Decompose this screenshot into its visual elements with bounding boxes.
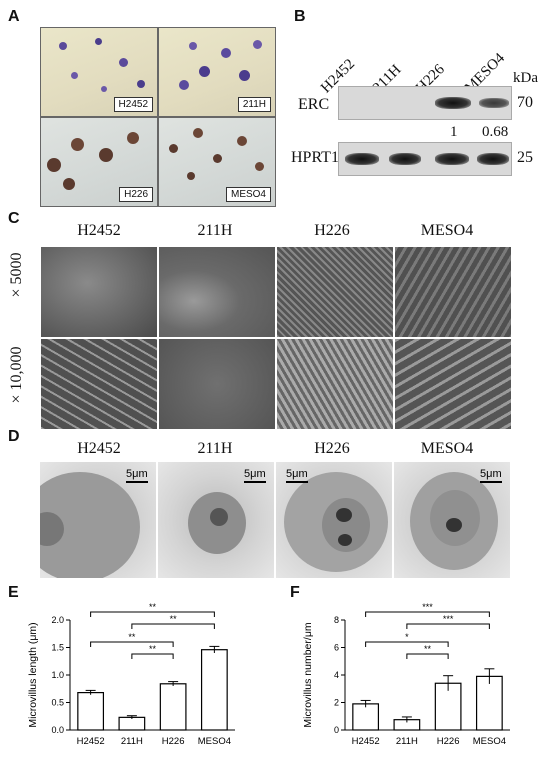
tem-image-h2452: 5μm [40,462,156,578]
micrograph-label: 211H [237,97,271,112]
scale-bar: 5μm [480,468,502,483]
blot-name-erc: ERC [298,96,330,113]
y-tick-label: 0.5 [51,698,64,708]
bar [200,649,228,731]
bar [118,716,146,731]
blot-name-hprt1: HPRT1 [291,149,339,166]
micrograph-label: H226 [119,187,153,202]
significance-label: *** [443,614,454,624]
column-header: H226 [314,440,350,457]
sem-image-211h-10000 [158,338,276,430]
column-header: H2452 [77,440,121,457]
x-tick-label: 211H [121,736,143,747]
column-header: MESO4 [420,222,474,239]
tem-image-211h: 5μm [158,462,274,578]
scale-bar: 5μm [244,468,266,483]
panel-label-b: B [294,8,306,25]
y-tick-label: 6 [334,643,339,653]
panel-label-f: F [290,584,300,601]
significance-label: ** [149,644,157,654]
x-tick-label: H226 [162,736,185,747]
significance-bracket [406,653,449,659]
y-tick-label: 0.0 [51,725,64,735]
column-header: 211H [197,440,233,457]
significance-bracket [90,611,215,617]
significance-label: ** [149,602,157,612]
significance-bracket [131,623,215,629]
sem-image-211h-5000 [158,246,276,338]
panel-label-c: C [8,210,20,227]
column-header: H226 [314,222,350,239]
bar [77,691,105,731]
bar [352,703,380,731]
y-tick-label: 8 [334,615,339,625]
panel-label-a: A [8,8,20,25]
tem-image-meso4: 5μm [394,462,510,578]
sem-image-h226-10000 [276,338,394,430]
sem-image-h2452-10000 [40,338,158,430]
x-tick-label: H2452 [352,736,380,747]
x-tick-label: H226 [437,736,460,747]
significance-bracket [365,611,490,617]
y-tick-label: 1.5 [51,643,64,653]
significance-bracket [131,653,174,659]
row-label-10000: × 10,000 [8,346,25,404]
significance-label: ** [128,632,136,642]
y-axis-label: Microvillus number/μm [302,622,314,727]
bar-chart-microvillus-length: 0.0 0.5 1.0 1.5 2.0 Microvillus length (μm) H2… [27,602,235,747]
bar-chart-microvillus-number: 0 2 4 6 8 Microvillus number/μm H2452 211H H226 M… [302,602,510,747]
bar [475,675,503,731]
y-tick-label: 2.0 [51,615,64,625]
micrograph-h226: H226 [40,117,158,207]
column-header: H2452 [77,222,121,239]
kda-marker: 70 [517,94,533,111]
micrograph-211h: 211H [158,27,276,117]
y-tick-label: 4 [334,670,339,680]
scale-bar: 5μm [286,468,308,483]
significance-label: *** [422,602,433,612]
western-blot-hprt1 [338,142,512,176]
y-tick-label: 0 [334,725,339,735]
bar [159,683,187,731]
row-label-5000: × 5000 [8,252,25,298]
x-tick-label: MESO4 [198,736,231,747]
y-axis-label: Microvillus length (μm) [27,622,39,727]
western-blot-erc [338,86,512,120]
significance-bracket [365,641,449,647]
sem-image-h2452-5000 [40,246,158,338]
panel-label-e: E [8,584,19,601]
micrograph-label: MESO4 [225,187,271,202]
x-tick-label: MESO4 [473,736,506,747]
significance-bracket [90,641,174,647]
panel-label-d: D [8,428,20,445]
significance-bracket [406,623,490,629]
micrograph-h2452: H2452 [40,27,158,117]
y-tick-label: 1.0 [51,670,64,680]
significance-label: ** [170,614,178,624]
kda-label: kDa [513,70,538,86]
y-tick-label: 2 [334,698,339,708]
x-tick-label: H2452 [77,736,105,747]
scale-bar: 5μm [126,468,148,483]
significance-label: ** [424,644,432,654]
x-tick-label: 211H [396,736,418,747]
tem-image-h226: 5μm [276,462,392,578]
sem-image-h226-5000 [276,246,394,338]
sem-image-meso4-5000 [394,246,512,338]
column-header: MESO4 [420,440,474,457]
column-header: 211H [197,222,233,239]
kda-marker: 25 [517,149,533,166]
significance-label: * [405,632,409,642]
bar [434,682,462,731]
quant-value: 0.68 [482,124,509,140]
micrograph-label: H2452 [113,97,153,112]
quant-value: 1 [450,124,458,140]
micrograph-meso4: MESO4 [158,117,276,207]
sem-image-meso4-10000 [394,338,512,430]
